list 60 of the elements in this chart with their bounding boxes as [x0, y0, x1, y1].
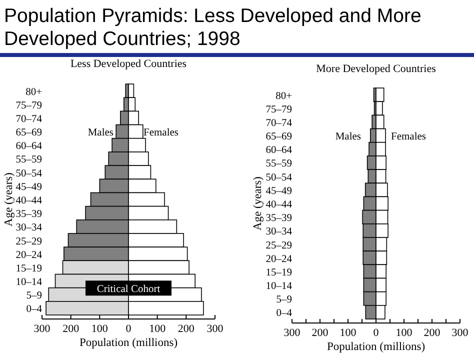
y-tick-label: 0–4 [276, 308, 293, 320]
annotation: Males [88, 128, 114, 139]
y-tick-label: 35–39 [16, 209, 42, 220]
y-tick-label: 65–69 [266, 132, 292, 143]
annotation: Females [144, 128, 178, 139]
chart-subtitle: Less Developed Countries [70, 58, 187, 70]
y-tick-label: 75–79 [266, 104, 292, 116]
x-tick-label: 100 [149, 323, 166, 335]
y-tick-label: 65–69 [16, 128, 42, 139]
y-tick-label: 70–74 [266, 118, 293, 129]
y-tick-label: 60–64 [16, 141, 43, 152]
y-tick-label: 10–14 [16, 277, 43, 288]
y-tick-label: 30–34 [16, 222, 43, 234]
x-tick-label: 100 [396, 327, 413, 339]
y-axis-title: Age (years) [3, 172, 16, 226]
x-tick-label: 200 [178, 323, 195, 335]
y-tick-label: 20–24 [266, 254, 293, 265]
x-tick-label: 300 [34, 323, 51, 335]
y-tick-label: 70–74 [16, 114, 43, 125]
y-tick-label: 50–54 [266, 172, 293, 184]
y-tick-label: 80+ [26, 86, 42, 98]
y-tick-label: 50–54 [16, 168, 43, 180]
x-tick-label: 100 [91, 323, 108, 335]
x-axis-title: Population (millions) [79, 337, 178, 349]
x-tick-label: 100 [340, 327, 357, 339]
chart-title: Population Pyramids: Less Developed and More Developed Countries; 1998 [4, 5, 422, 50]
x-axis-title: Population (millions) [326, 341, 426, 353]
y-tick-label: 35–39 [266, 213, 292, 224]
y-tick-label: 5–9 [276, 294, 292, 306]
y-tick-label: 30–34 [266, 226, 293, 238]
chart-title: More Developed Countries [316, 63, 436, 75]
y-tick-label: 40–44 [16, 196, 43, 206]
y-tick-label: 45–49 [266, 186, 292, 197]
y-tick-label: 5–9 [26, 290, 42, 302]
x-tick-label: 300 [452, 327, 469, 339]
y-tick-label: 25–29 [266, 240, 292, 252]
x-tick-label: 0 [373, 327, 380, 339]
y-tick-label: 15–19 [266, 267, 292, 278]
y-tick-label: 80+ [276, 90, 292, 102]
y-tick-label: 40–44 [266, 200, 293, 210]
y-tick-label: 10–14 [266, 281, 293, 292]
y-tick-label: 60–64 [266, 145, 293, 156]
y-tick-label: 55–59 [16, 154, 42, 166]
y-tick-label: 45–49 [16, 182, 42, 193]
y-tick-label: 15–19 [16, 263, 42, 274]
x-tick-label: 200 [312, 327, 329, 339]
x-tick-label: 200 [62, 323, 80, 335]
y-tick-label: 55–59 [266, 158, 292, 170]
annotation: Males [335, 132, 361, 143]
y-tick-label: 20–24 [16, 250, 43, 261]
y-tick-label: 75–79 [16, 100, 42, 112]
y-axis-title: Age (years) [252, 176, 264, 230]
x-tick-label: 300 [206, 323, 224, 335]
x-tick-label: 300 [284, 327, 301, 339]
x-tick-label: 200 [424, 327, 441, 339]
y-tick-label: 0–4 [26, 304, 43, 316]
annotation: Critical Cohort [96, 284, 160, 296]
y-tick-label: 25–29 [16, 236, 42, 248]
x-tick-label: 0 [126, 323, 132, 335]
annotation: Females [391, 132, 426, 143]
